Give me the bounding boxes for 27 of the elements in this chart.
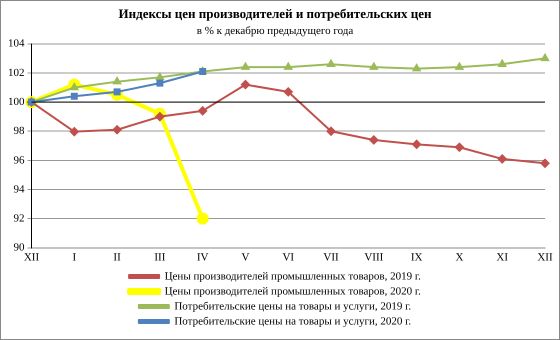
y-tick-label: 92 [14,212,24,225]
y-tick-label: 96 [14,154,25,166]
legend-label: Потребительские цены на товары и услуги, 2019 г. [174,300,412,312]
y-tick-label: 98 [14,125,25,138]
x-tick-label: IV [196,251,209,264]
x-tick-label: VII [323,251,340,264]
legend-label: Потребительские цены на товары и услуги, 2020 г. [174,315,412,328]
y-tick-label: 100 [8,96,25,108]
x-tick-label: IX [410,251,422,264]
legend-label: Цены производителей промышленных товаров, 2020 г. [164,285,422,298]
chart-subtitle: в % к декабрю предыдущего года [196,25,354,38]
x-tick-label: X [455,251,464,264]
chart-title: Индексы цен производителей и потребительских цен [118,6,432,22]
x-tick-label: XI [496,251,508,264]
y-tick-label: 104 [8,38,25,50]
y-tick-label: 102 [8,66,24,79]
x-tick-label: V [241,251,250,264]
y-tick-label: 90 [14,242,25,254]
x-tick-label: I [72,251,76,264]
x-tick-label: VIII [364,251,384,264]
x-tick-label: II [113,251,122,264]
legend-label: Цены производителей промышленных товаров, 2019 г. [164,270,422,282]
x-tick-label: XII [537,251,553,264]
y-tick-label: 94 [14,183,25,196]
x-tick-label: XII [24,251,40,264]
x-tick-label: VI [282,251,294,264]
x-tick-label: III [154,251,166,264]
